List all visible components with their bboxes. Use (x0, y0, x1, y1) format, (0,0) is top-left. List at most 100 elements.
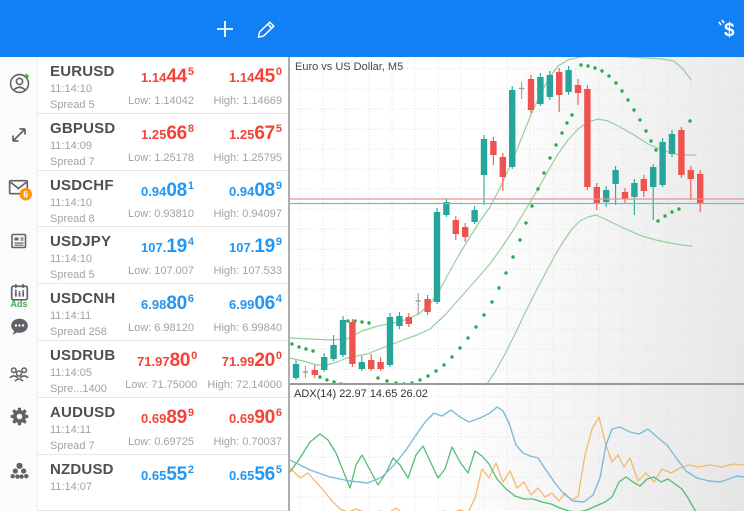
quote-high: High: 107.533 (213, 265, 283, 278)
sidebar-item-chat[interactable] (0, 309, 38, 343)
bid-price[interactable]: 71.97 80 0 (137, 349, 198, 371)
bid-price[interactable]: 1.25 66 8 (141, 122, 195, 144)
ask-price[interactable]: 0.65 56 5 (229, 463, 282, 485)
quote-time: 11:14:10 (50, 196, 93, 209)
pane-separator[interactable] (290, 383, 744, 385)
sidebar-item-signals[interactable] (0, 453, 38, 487)
mail-badge-count: 6 (23, 189, 28, 199)
quote-low: Low: 107.007 (127, 265, 195, 278)
symbol-name: USDCHF (50, 176, 114, 194)
calendar-icon (10, 283, 28, 301)
adx-label: ADX(14) 22.97 14.65 26.02 (294, 388, 428, 400)
quote-row-USDRUB[interactable]: USDRUB 11:14:05 Spre...1400 71.97 80 0 Low… (38, 340, 288, 398)
quote-spread: Spread 258 (50, 326, 107, 339)
sidebar-item-community[interactable] (0, 356, 38, 390)
dollar-icon: $ (718, 19, 735, 41)
account-icon (9, 73, 29, 93)
symbol-name: NZDUSD (50, 460, 114, 478)
sidebar-item-news[interactable] (0, 224, 38, 258)
bid-price[interactable]: 107. 19 4 (141, 236, 195, 258)
left-icon-rail: 6 Ads (0, 57, 38, 511)
funds-button[interactable]: $ (712, 14, 742, 44)
online-dot (23, 73, 29, 79)
quote-row-USDCNH[interactable]: USDCNH 11:14:11 Spread 258 6.98 80 6 Low: … (38, 284, 288, 341)
quote-low: Low: 71.75000 (125, 378, 198, 391)
svg-text:$: $ (724, 20, 735, 41)
quote-high: High: 72.14000 (207, 378, 282, 391)
quote-row-USDCHF[interactable]: USDCHF 11:14:10 Spread 8 0.94 08 1 Low: 0.… (38, 170, 288, 228)
ask-price[interactable]: 0.94 08 9 (229, 179, 282, 201)
symbol-name: USDRUB (50, 346, 116, 364)
ask-price[interactable]: 6.99 06 4 (229, 293, 282, 315)
gear-icon (10, 407, 28, 425)
quote-time: 11:14:07 (50, 480, 93, 493)
quote-low: Low: 0.93810 (127, 208, 195, 221)
quote-time: 11:14:09 (50, 139, 93, 152)
ads-label: Ads (10, 299, 28, 309)
bid-price[interactable]: 0.65 55 2 (141, 463, 194, 485)
quote-low: Low: 6.98120 (127, 321, 195, 334)
quote-spread: Spread 7 (50, 439, 95, 452)
news-icon (11, 233, 27, 249)
community-icon (9, 367, 29, 382)
crowd-icon (10, 462, 28, 479)
quote-high: High: 0.70037 (213, 435, 283, 448)
quote-row-AUDUSD[interactable]: AUDUSD 11:14:11 Spread 7 0.69 89 9 Low: 0.… (38, 397, 288, 455)
quote-low: Low: 0.69725 (127, 435, 195, 448)
quote-spread: Spread 7 (50, 155, 95, 168)
adx-indicator-pane[interactable]: ADX(14) 22.97 14.65 26.02 (290, 385, 744, 511)
quote-spread: Spre...1400 (50, 382, 107, 395)
quote-time: 11:14:10 (50, 83, 93, 95)
pencil-icon (257, 21, 275, 38)
bid-price[interactable]: 0.94 08 1 (141, 179, 195, 201)
trade-arrows-icon (12, 128, 26, 142)
sidebar-item-account[interactable] (0, 66, 38, 100)
edit-symbols-button[interactable] (252, 14, 282, 44)
quote-low: Low: 1.25178 (127, 151, 195, 164)
plus-icon (217, 21, 233, 37)
quote-spread: Spread 8 (50, 212, 95, 225)
ask-price[interactable]: 0.69 90 6 (229, 406, 282, 428)
quote-high: High: 6.99840 (213, 321, 283, 334)
bid-price[interactable]: 6.98 80 6 (141, 293, 195, 315)
quote-high: High: 1.14669 (213, 94, 283, 107)
quote-row-GBPUSD[interactable]: GBPUSD 11:14:09 Spread 7 1.25 66 8 Low: 1.… (38, 113, 288, 171)
mail-icon: 6 (8, 179, 32, 200)
ask-price[interactable]: 1.14 45 0 (229, 66, 282, 87)
bid-price[interactable]: 0.69 89 9 (141, 406, 195, 428)
ask-price[interactable]: 107. 19 9 (229, 236, 282, 258)
symbol-name: AUDUSD (50, 403, 116, 421)
quote-time: 11:14:10 (50, 253, 93, 266)
chart-title: Euro vs US Dollar, M5 (295, 61, 404, 73)
quote-time: 11:14:11 (50, 423, 92, 436)
adx-chart (290, 385, 744, 511)
quote-high: High: 0.94097 (213, 208, 283, 221)
sidebar-item-trade[interactable] (0, 118, 38, 152)
symbol-name: USDCNH (50, 290, 116, 308)
top-bar: $ (0, 0, 744, 57)
chat-icon (10, 318, 28, 335)
main-chart[interactable]: Euro vs US Dollar, M5 (290, 57, 744, 383)
quote-low: Low: 1.14042 (127, 94, 195, 107)
quote-row-NZDUSD[interactable]: NZDUSD 11:14:07 0.65 55 2 0.65 56 5 (38, 454, 288, 511)
sidebar-item-mail[interactable]: 6 (0, 171, 38, 205)
quote-high: High: 1.25795 (213, 151, 283, 164)
panel-divider (288, 57, 290, 511)
chart-panel: Euro vs US Dollar, M5 ADX(14) 22.97 14.6… (290, 57, 744, 511)
quote-spread: Spread 5 (50, 269, 95, 282)
symbol-name: EURUSD (50, 63, 115, 80)
add-symbol-button[interactable] (210, 14, 240, 44)
ask-price[interactable]: 1.25 67 5 (229, 122, 282, 144)
candlestick-chart (290, 57, 744, 383)
quote-row-USDJPY[interactable]: USDJPY 11:14:10 Spread 5 107. 19 4 Low: 10… (38, 227, 288, 285)
quote-spread: Spread 5 (50, 99, 95, 111)
mail-badge (19, 187, 32, 200)
sidebar-item-calendar[interactable] (0, 275, 38, 309)
ask-price[interactable]: 71.99 20 0 (221, 349, 282, 371)
quote-row-EURUSD[interactable]: EURUSD 11:14:10 Spread 5 1.14 44 5 Low: 1.… (38, 57, 288, 114)
sidebar-item-settings[interactable] (0, 399, 38, 433)
quote-time: 11:14:11 (50, 310, 92, 323)
quotes-list: EURUSD 11:14:10 Spread 5 1.14 44 5 Low: 1.… (38, 57, 288, 511)
bid-price[interactable]: 1.14 44 5 (141, 66, 195, 87)
